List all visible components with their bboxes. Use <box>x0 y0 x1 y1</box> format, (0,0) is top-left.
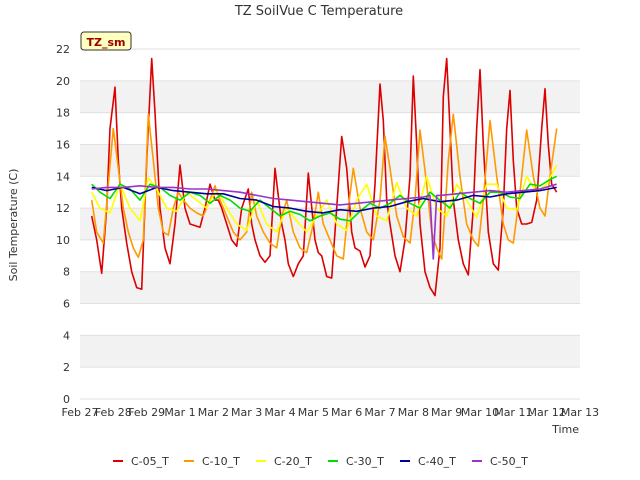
series-line-c-20-t <box>90 164 558 233</box>
x-tick-label: Mar 9 <box>431 406 462 419</box>
x-tick-label: Mar 2 <box>198 406 229 419</box>
x-tick-label: Mar 1 <box>164 406 195 419</box>
y-tick-label: 14 <box>56 170 70 183</box>
legend-label: C-20_T <box>274 455 312 468</box>
legend-label: C-40_T <box>418 455 456 468</box>
grid-bands <box>80 48 580 400</box>
y-tick-label: 2 <box>63 361 70 374</box>
y-tick-label: 0 <box>63 393 70 406</box>
x-tick-label: Feb 28 <box>95 406 132 419</box>
y-tick-label: 20 <box>56 75 70 88</box>
x-tick-label: Mar 11 <box>494 406 532 419</box>
series-line-c-05-t <box>90 57 558 297</box>
x-tick-label: Mar 6 <box>331 406 362 419</box>
series-line-c-30-t <box>91 175 558 222</box>
chart-title: TZ SoilVue C Temperature <box>234 4 403 19</box>
x-tick-label: Mar 13 <box>561 406 599 419</box>
site-tag-box <box>80 31 132 51</box>
y-axis-label: Soil Temperature (C) <box>7 169 20 282</box>
series-line-c-10-t <box>90 113 558 260</box>
x-tick-label: Mar 5 <box>298 406 329 419</box>
x-tick-label: Mar 3 <box>231 406 262 419</box>
grid-band <box>80 271 580 304</box>
legend-label: C-10_T <box>202 455 240 468</box>
series-line-c-40-t <box>91 186 557 214</box>
x-tick-label: Feb 29 <box>128 406 165 419</box>
y-tick-label: 4 <box>63 329 70 342</box>
x-tick-label: Mar 4 <box>264 406 295 419</box>
grid-band <box>80 239 580 272</box>
x-axis-label: Time <box>551 423 579 436</box>
y-tick-label: 22 <box>56 43 70 56</box>
legend-label: C-30_T <box>346 455 384 468</box>
legend: C-05_T C-10_T C-20_T C-30_T C-40_T C-50_T <box>113 455 528 468</box>
y-tick-label: 12 <box>56 202 70 215</box>
y-tick-label: 6 <box>63 298 70 311</box>
x-tick-label: Mar 10 <box>461 406 499 419</box>
grid-band <box>80 367 580 399</box>
site-tag: TZ_sm <box>80 31 132 51</box>
y-tick-label: 10 <box>56 234 70 247</box>
grid-band <box>80 112 580 145</box>
plot-lines <box>90 57 558 297</box>
legend-label: C-50_T <box>490 455 528 468</box>
x-tick-label: Feb 27 <box>62 406 99 419</box>
y-tick-label: 16 <box>56 138 70 151</box>
grid-band <box>80 49 580 81</box>
y-axis-ticks: 0 2 4 6 8 10 12 14 16 18 20 22 <box>56 43 70 406</box>
x-tick-label: Mar 12 <box>528 406 566 419</box>
site-tag-label: TZ_sm <box>87 36 126 49</box>
y-tick-label: 8 <box>63 266 70 279</box>
grid-band <box>80 335 580 368</box>
x-tick-label: Mar 8 <box>398 406 429 419</box>
legend-label: C-05_T <box>131 455 169 468</box>
series-line-c-50-t <box>91 183 557 260</box>
grid-band <box>80 80 580 113</box>
grid-band <box>80 303 580 336</box>
x-tick-label: Mar 7 <box>364 406 395 419</box>
y-tick-label: 18 <box>56 107 70 120</box>
